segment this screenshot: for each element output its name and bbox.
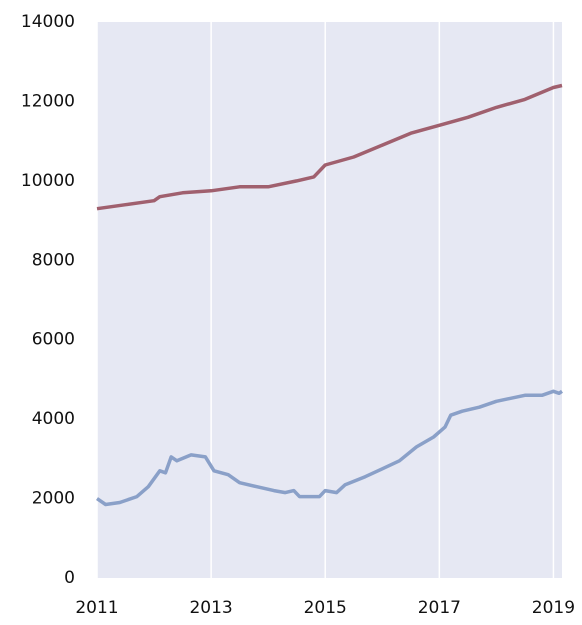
y-tick-label: 0 bbox=[64, 568, 75, 588]
series-line bbox=[96, 389, 563, 507]
series-line bbox=[96, 83, 563, 211]
y-tick-label: 2000 bbox=[32, 489, 75, 509]
x-tick-label: 2017 bbox=[418, 598, 461, 618]
y-tick-label: 6000 bbox=[32, 330, 75, 350]
y-tick-label: 8000 bbox=[32, 250, 75, 270]
x-tick-label: 2015 bbox=[304, 598, 347, 618]
plot-area bbox=[97, 22, 562, 578]
y-tick-label: 10000 bbox=[21, 171, 75, 191]
x-tick-label: 2013 bbox=[189, 598, 232, 618]
y-tick-label: 14000 bbox=[21, 12, 75, 32]
y-tick-label: 4000 bbox=[32, 409, 75, 429]
x-tick-label: 2019 bbox=[532, 598, 575, 618]
x-tick-label: 2011 bbox=[75, 598, 118, 618]
y-tick-label: 12000 bbox=[21, 91, 75, 111]
